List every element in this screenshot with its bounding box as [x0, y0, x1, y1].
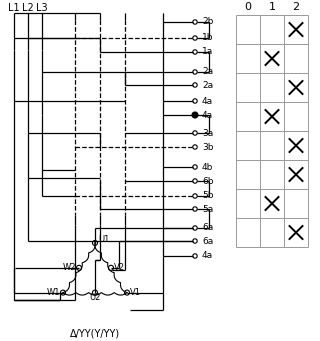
- Text: 5b: 5b: [202, 192, 213, 201]
- Text: 3b: 3b: [202, 143, 213, 151]
- Text: V1: V1: [130, 288, 141, 297]
- Text: 1b: 1b: [202, 33, 213, 43]
- Text: U2: U2: [89, 293, 101, 302]
- Text: L1: L1: [8, 3, 20, 13]
- Text: 6a: 6a: [202, 223, 213, 233]
- Text: L3: L3: [36, 3, 48, 13]
- Circle shape: [192, 112, 198, 118]
- Text: 2: 2: [292, 2, 300, 12]
- Text: 1a: 1a: [202, 47, 213, 57]
- Text: 0: 0: [244, 2, 252, 12]
- Text: 2a: 2a: [202, 80, 213, 89]
- Text: 4b: 4b: [202, 163, 213, 172]
- Text: Δ/YY(Y/YY): Δ/YY(Y/YY): [70, 328, 120, 338]
- Text: 4a: 4a: [202, 252, 213, 261]
- Text: 6a: 6a: [202, 237, 213, 246]
- Text: W2: W2: [62, 263, 76, 272]
- Text: 5a: 5a: [202, 205, 213, 213]
- Text: 4a: 4a: [202, 97, 213, 105]
- Text: 6b: 6b: [202, 177, 213, 186]
- Text: 3a: 3a: [202, 129, 213, 137]
- Text: 4a: 4a: [202, 110, 213, 119]
- Text: L2: L2: [22, 3, 34, 13]
- Text: 2b: 2b: [202, 17, 213, 27]
- Text: 2a: 2a: [202, 68, 213, 76]
- Text: W1: W1: [46, 288, 60, 297]
- Text: V2: V2: [114, 263, 125, 272]
- Text: 1: 1: [268, 2, 276, 12]
- Text: U1: U1: [98, 235, 109, 243]
